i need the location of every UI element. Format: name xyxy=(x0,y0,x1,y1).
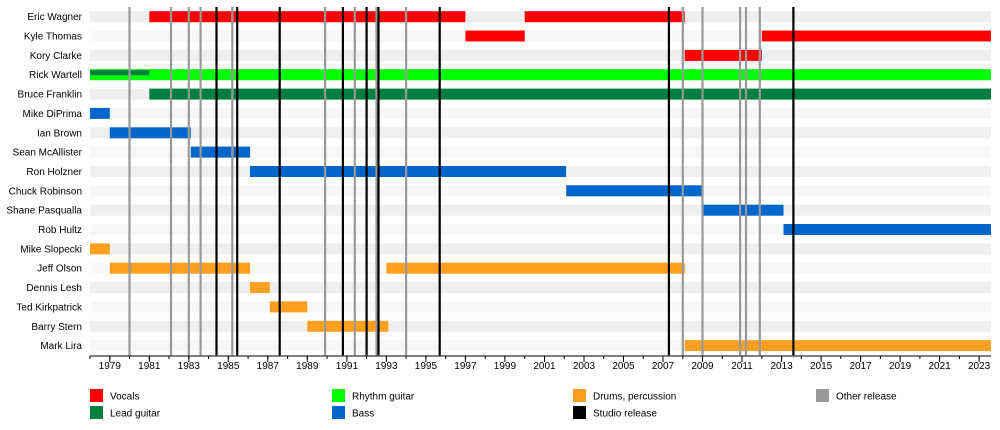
legend-swatch-other xyxy=(816,389,829,402)
bar-lead xyxy=(149,88,992,100)
x-axis: 1979 1981 1983 1985 1987 1989 1991 1993 1995 1997… xyxy=(89,355,991,372)
bar-drums xyxy=(386,262,685,274)
tick-label: 2015 xyxy=(810,361,833,372)
bar-drums xyxy=(109,262,251,274)
legend-swatch-studio xyxy=(573,406,586,419)
member-labels: Eric Wagner Kyle Thomas Kory Clarke Rick Wa… xyxy=(6,12,83,352)
bar-bass xyxy=(90,107,110,119)
legend-swatch-rhythm xyxy=(332,389,345,402)
tick-label: 1981 xyxy=(138,361,161,372)
tick-label: 2001 xyxy=(533,361,556,372)
legend-label-other: Other release xyxy=(836,392,897,403)
member-label: Dennis Lesh xyxy=(26,283,82,294)
member-label: Ian Brown xyxy=(37,128,82,139)
bar-bass xyxy=(783,224,991,235)
row-stripe xyxy=(90,282,991,294)
tick-label: 1987 xyxy=(257,361,280,372)
tick-label: 2005 xyxy=(612,361,635,372)
tick-label: 1997 xyxy=(454,361,477,372)
tick-label: 2019 xyxy=(889,361,912,372)
bar-vocals xyxy=(149,11,466,23)
bar-drums xyxy=(684,340,991,352)
tick-label: 2013 xyxy=(770,361,793,372)
release-lines xyxy=(128,7,795,356)
legend-label-studio: Studio release xyxy=(593,409,657,420)
bar-vocals xyxy=(524,11,685,23)
tick-label: 1979 xyxy=(99,361,122,372)
tick-label: 2021 xyxy=(928,361,951,372)
tick-label: 1983 xyxy=(178,361,201,372)
member-label: Kory Clarke xyxy=(30,51,83,62)
row-stripe xyxy=(90,243,991,255)
member-label: Jeff Olson xyxy=(37,264,82,275)
tick-label: 1993 xyxy=(375,361,398,372)
member-label: Kyle Thomas xyxy=(24,32,82,43)
member-label: Mike Slopecki xyxy=(20,244,82,255)
bar-lead xyxy=(90,70,150,76)
tick-label: 1991 xyxy=(336,361,359,372)
row-stripe xyxy=(90,146,991,158)
legend-label-drums: Drums, percussion xyxy=(593,392,676,403)
legend-swatch-lead xyxy=(90,406,103,419)
tick-label: 1995 xyxy=(415,361,438,372)
member-label: Rob Hultz xyxy=(38,225,82,236)
bar-rhythm xyxy=(90,69,991,81)
row-stripe xyxy=(90,49,991,61)
bar-bass xyxy=(250,166,567,177)
member-label: Bruce Franklin xyxy=(18,90,82,101)
bar-drums xyxy=(250,282,270,294)
legend-swatch-drums xyxy=(573,389,586,402)
bar-bass xyxy=(566,185,703,197)
row-stripe xyxy=(90,107,991,119)
row-stripe xyxy=(90,320,991,332)
legend-label-vocals: Vocals xyxy=(110,392,139,403)
member-label: Eric Wagner xyxy=(27,12,82,23)
tick-label: 2011 xyxy=(731,361,753,372)
tick-label: 2009 xyxy=(691,361,714,372)
member-label: Shane Pasqualla xyxy=(6,206,82,217)
row-stripe xyxy=(90,204,991,216)
member-label: Ted Kirkpatrick xyxy=(16,302,83,313)
bar-bass xyxy=(109,127,191,139)
member-bars xyxy=(90,11,992,352)
row-stripe xyxy=(90,127,991,139)
row-stripe xyxy=(90,340,991,352)
legend-swatch-bass xyxy=(332,406,345,419)
tick-label: 2017 xyxy=(849,361,872,372)
tick-label: 1985 xyxy=(217,361,240,372)
member-label: Mike DiPrima xyxy=(23,109,83,120)
tick-label: 2003 xyxy=(573,361,596,372)
row-stripe xyxy=(90,30,991,42)
row-stripes xyxy=(90,11,991,352)
tick-label: 2023 xyxy=(968,361,991,372)
bar-bass xyxy=(702,204,784,216)
member-label: Mark Lira xyxy=(40,341,82,352)
member-label: Sean McAllister xyxy=(13,148,83,159)
legend-label-rhythm: Rhythm guitar xyxy=(352,392,415,403)
legend: Vocals Lead guitar Rhythm guitar Bass Drums,… xyxy=(90,389,897,420)
row-stripe xyxy=(90,224,991,235)
bar-vocals xyxy=(465,30,525,42)
tick-label: 1989 xyxy=(296,361,319,372)
legend-label-bass: Bass xyxy=(352,409,374,420)
row-stripe xyxy=(90,301,991,313)
tick-label: 1999 xyxy=(494,361,517,372)
member-label: Barry Stern xyxy=(31,322,82,333)
bar-drums xyxy=(269,301,308,313)
member-label: Chuck Robinson xyxy=(9,186,82,197)
row-stripe xyxy=(90,185,991,197)
member-label: Rick Wartell xyxy=(29,70,82,81)
bar-vocals xyxy=(684,49,762,61)
legend-label-lead: Lead guitar xyxy=(110,409,161,420)
legend-swatch-vocals xyxy=(90,389,103,402)
bar-vocals xyxy=(761,30,991,42)
bar-drums xyxy=(90,243,110,255)
bar-bass xyxy=(190,146,251,158)
tick-label: 2007 xyxy=(652,361,675,372)
member-label: Ron Holzner xyxy=(26,167,82,178)
bar-drums xyxy=(307,320,389,332)
